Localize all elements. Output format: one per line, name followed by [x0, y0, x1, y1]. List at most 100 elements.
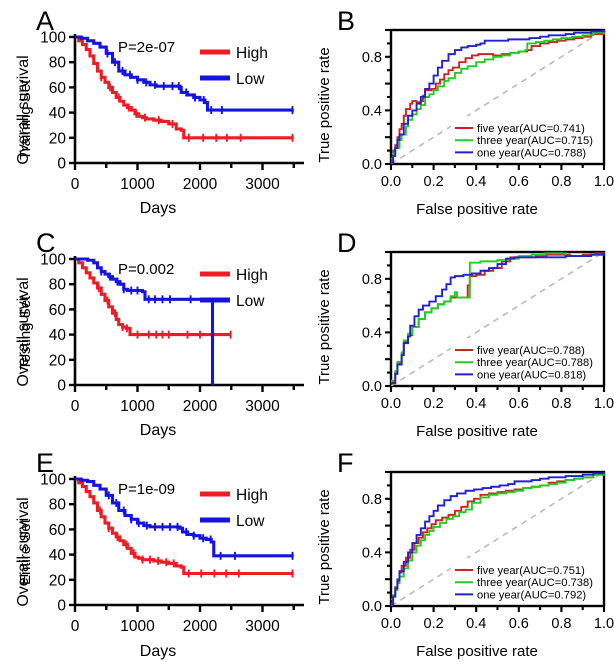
legend-label-low: Low — [236, 71, 265, 88]
legend-label-one-year: one year(AUC=0.792) — [477, 589, 586, 601]
legend-label-five-year: five year(AUC=0.788) — [477, 345, 585, 357]
x-tick-label: 1.0 — [594, 174, 614, 190]
panel-c-pvalue: P=0.002 — [118, 261, 174, 278]
y-tick-label: 0.8 — [362, 492, 382, 508]
y-tick-label: 40 — [49, 327, 67, 344]
y-tick-label: 0.4 — [362, 103, 382, 119]
y-tick-label: 40 — [49, 547, 67, 564]
y-tick-label: 100 — [40, 472, 66, 489]
x-tick-label: 2000 — [183, 398, 218, 415]
y-tick-label: 80 — [49, 55, 67, 72]
legend-background — [451, 558, 583, 598]
panel-letter-d: D — [337, 228, 357, 258]
x-tick-label: 0.8 — [551, 174, 571, 190]
legend-label-one-year: one year(AUC=0.818) — [477, 369, 586, 381]
panel-b-ylabel: True positive rate — [316, 47, 333, 162]
y-tick-label: 0.4 — [362, 545, 382, 561]
roc-curve-three-year — [391, 472, 605, 601]
y-tick-label: 0.0 — [362, 379, 382, 395]
roc-curve-one-year — [391, 472, 605, 606]
x-tick-label: 2000 — [183, 618, 218, 635]
legend-label-three-year: three year(AUC=0.788) — [477, 357, 593, 369]
x-tick-label: 0.4 — [466, 174, 486, 190]
x-tick-label: 3000 — [245, 398, 280, 415]
panel-d-roc-testing: D 0.0 0.2 0.4 0.6 0.8 1.0 0.0 0.4 0.8 False posi… — [307, 220, 614, 440]
x-tick-label: 0.8 — [551, 616, 571, 632]
roc-curve-five-year — [391, 30, 605, 163]
roc-curve-five-year — [391, 472, 605, 605]
y-tick-label: 0.8 — [362, 50, 382, 66]
x-tick-label: 0.2 — [424, 616, 444, 632]
panel-letter-e: E — [36, 448, 54, 478]
legend-label-three-year: three year(AUC=0.738) — [477, 577, 593, 589]
panel-e-pvalue: P=1e-09 — [118, 481, 175, 498]
legend-background — [451, 116, 583, 156]
panel-letter-b: B — [337, 6, 355, 36]
panel-a-ylabel: Overall survival — [15, 55, 32, 164]
y-tick-label: 60 — [49, 302, 67, 319]
y-tick-label: 20 — [49, 352, 67, 369]
panel-d-legend: five year(AUC=0.788)three year(AUC=0.788… — [451, 338, 593, 381]
panel-f-xlabel: False positive rate — [416, 643, 538, 660]
panel-d-xlabel: False positive rate — [416, 423, 538, 440]
panel-d-ylabel: True positive rate — [316, 269, 333, 384]
panel-c-km-testing: C 0 20 40 60 80 100 0 1000 2000 3000 P=0.002 Days… — [0, 220, 307, 440]
x-tick-label: 0.0 — [381, 174, 401, 190]
panel-e-ylabel: Overall survival — [15, 497, 32, 606]
panel-letter-c: C — [36, 228, 56, 258]
km-curve-low — [75, 477, 294, 558]
panel-e-xlabel: Days — [140, 643, 176, 660]
panel-a-xlabel: Days — [140, 200, 176, 217]
y-tick-label: 20 — [49, 572, 67, 589]
x-tick-label: 0.2 — [424, 174, 444, 190]
x-tick-label: 1.0 — [594, 396, 614, 412]
x-tick-label: 3000 — [245, 176, 280, 193]
panel-d-plot: 0.0 0.2 0.4 0.6 0.8 1.0 0.0 0.4 0.8 — [362, 250, 614, 412]
x-tick-label: 0.6 — [509, 616, 529, 632]
panel-b-legend: five year(AUC=0.741)three year(AUC=0.715… — [451, 116, 593, 159]
x-tick-label: 0.4 — [466, 396, 486, 412]
y-tick-label: 80 — [49, 277, 67, 294]
panel-f-roc-entire: F 0.0 0.2 0.4 0.6 0.8 1.0 0.0 0.4 0.8 False posi… — [307, 440, 614, 660]
x-tick-label: 1.0 — [594, 616, 614, 632]
x-tick-label: 1000 — [120, 618, 155, 635]
legend-label-high: High — [236, 267, 268, 284]
y-tick-label: 0.4 — [362, 325, 382, 341]
panel-f-plot: 0.0 0.2 0.4 0.6 0.8 1.0 0.0 0.4 0.8 — [362, 470, 614, 632]
y-tick-label: 20 — [49, 130, 67, 147]
legend-label-low: Low — [236, 293, 265, 310]
x-tick-label: 0 — [71, 176, 80, 193]
diagonal-reference-line — [390, 471, 605, 607]
y-tick-label: 0 — [57, 378, 66, 395]
legend-label-three-year: three year(AUC=0.715) — [477, 135, 593, 147]
diagonal-reference-line — [390, 251, 605, 387]
y-tick-label: 80 — [49, 497, 67, 514]
x-tick-label: 2000 — [183, 176, 218, 193]
x-tick-label: 0 — [71, 398, 80, 415]
legend-label-high: High — [236, 45, 268, 62]
panel-c-legend: High Low — [200, 267, 268, 310]
panel-a-km-training: A 0 20 40 60 80 100 0 1000 2000 3000 P=2e-07 Days… — [0, 0, 307, 220]
x-tick-label: 3000 — [245, 618, 280, 635]
km-curve-high — [75, 35, 294, 140]
y-tick-label: 40 — [49, 105, 67, 122]
y-tick-label: 100 — [40, 30, 66, 47]
panel-b-roc-training: B 0.0 0.2 0.4 0.6 0.8 1.0 0.0 0.4 0.8 False posi… — [307, 0, 614, 220]
panel-letter-a: A — [36, 6, 54, 36]
km-curve-low — [75, 35, 294, 112]
x-tick-label: 1000 — [120, 176, 155, 193]
panel-b-plot: 0.0 0.2 0.4 0.6 0.8 1.0 0.0 0.4 0.8 — [362, 28, 614, 190]
panel-c-xlabel: Days — [140, 422, 176, 439]
diagonal-reference-line — [390, 29, 605, 165]
legend-background — [451, 338, 583, 378]
y-tick-label: 100 — [40, 252, 66, 269]
panel-e-km-entire: E 0 20 40 60 80 100 0 1000 2000 3000 P=1e-09 Days… — [0, 440, 307, 660]
x-tick-label: 0.0 — [381, 616, 401, 632]
panel-f-legend: five year(AUC=0.751)three year(AUC=0.738… — [451, 558, 593, 601]
y-tick-label: 0.8 — [362, 272, 382, 288]
km-curve-high — [75, 257, 232, 337]
panel-letter-f: F — [337, 448, 354, 478]
